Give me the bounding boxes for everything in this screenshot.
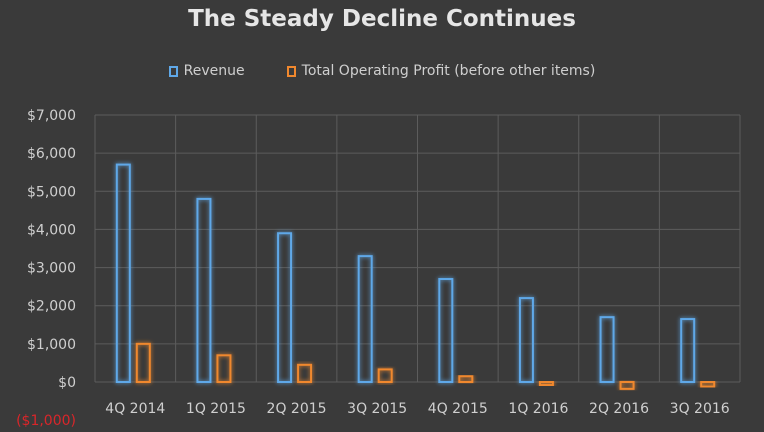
bar-operating-profit (135, 342, 151, 384)
bar-operating-profit (297, 363, 313, 384)
bar-revenue (115, 163, 131, 383)
x-tick-label: 4Q 2014 (105, 401, 165, 417)
y-tick-label: $0 (58, 375, 76, 391)
bar-revenue (277, 232, 293, 383)
legend-swatch-operating-profit (286, 65, 296, 77)
x-tick-label: 2Q 2016 (589, 401, 649, 417)
x-tick-label: 4Q 2015 (428, 401, 488, 417)
y-tick-label: $3,000 (27, 261, 76, 277)
y-tick-label: $5,000 (27, 184, 76, 200)
y-tick-label: ($1,000) (16, 413, 76, 429)
y-tick-label: $4,000 (27, 222, 76, 238)
y-tick-label: $1,000 (27, 337, 76, 353)
y-tick-label: $2,000 (27, 299, 76, 315)
bar-operating-profit (619, 381, 635, 390)
legend-swatch-revenue (168, 65, 178, 77)
legend: Revenue Total Operating Profit (before o… (0, 63, 764, 79)
legend-item-revenue: Revenue (168, 63, 245, 79)
y-tick-label: $7,000 (27, 108, 76, 124)
x-tick-label: 3Q 2015 (347, 401, 407, 417)
legend-item-operating-profit: Total Operating Profit (before other ite… (286, 63, 596, 79)
bar-revenue (680, 318, 696, 384)
bar-revenue (599, 316, 615, 383)
x-tick-label: 1Q 2016 (508, 401, 568, 417)
legend-label-revenue: Revenue (183, 63, 245, 79)
x-tick-label: 2Q 2015 (267, 401, 327, 417)
bar-operating-profit (700, 381, 716, 388)
chart-title: The Steady Decline Continues (188, 6, 576, 32)
x-tick-label: 1Q 2015 (186, 401, 246, 417)
bar-operating-profit (216, 354, 232, 383)
bar-revenue (438, 278, 454, 383)
bar-operating-profit (538, 381, 554, 387)
bar-revenue (357, 255, 373, 383)
legend-label-operating-profit: Total Operating Profit (before other ite… (301, 63, 596, 79)
y-tick-label: $6,000 (27, 146, 76, 162)
bar-operating-profit (377, 368, 393, 384)
bar-operating-profit (458, 375, 474, 383)
bar-revenue (518, 297, 534, 384)
x-tick-label: 3Q 2016 (670, 401, 730, 417)
bar-revenue (196, 197, 212, 383)
